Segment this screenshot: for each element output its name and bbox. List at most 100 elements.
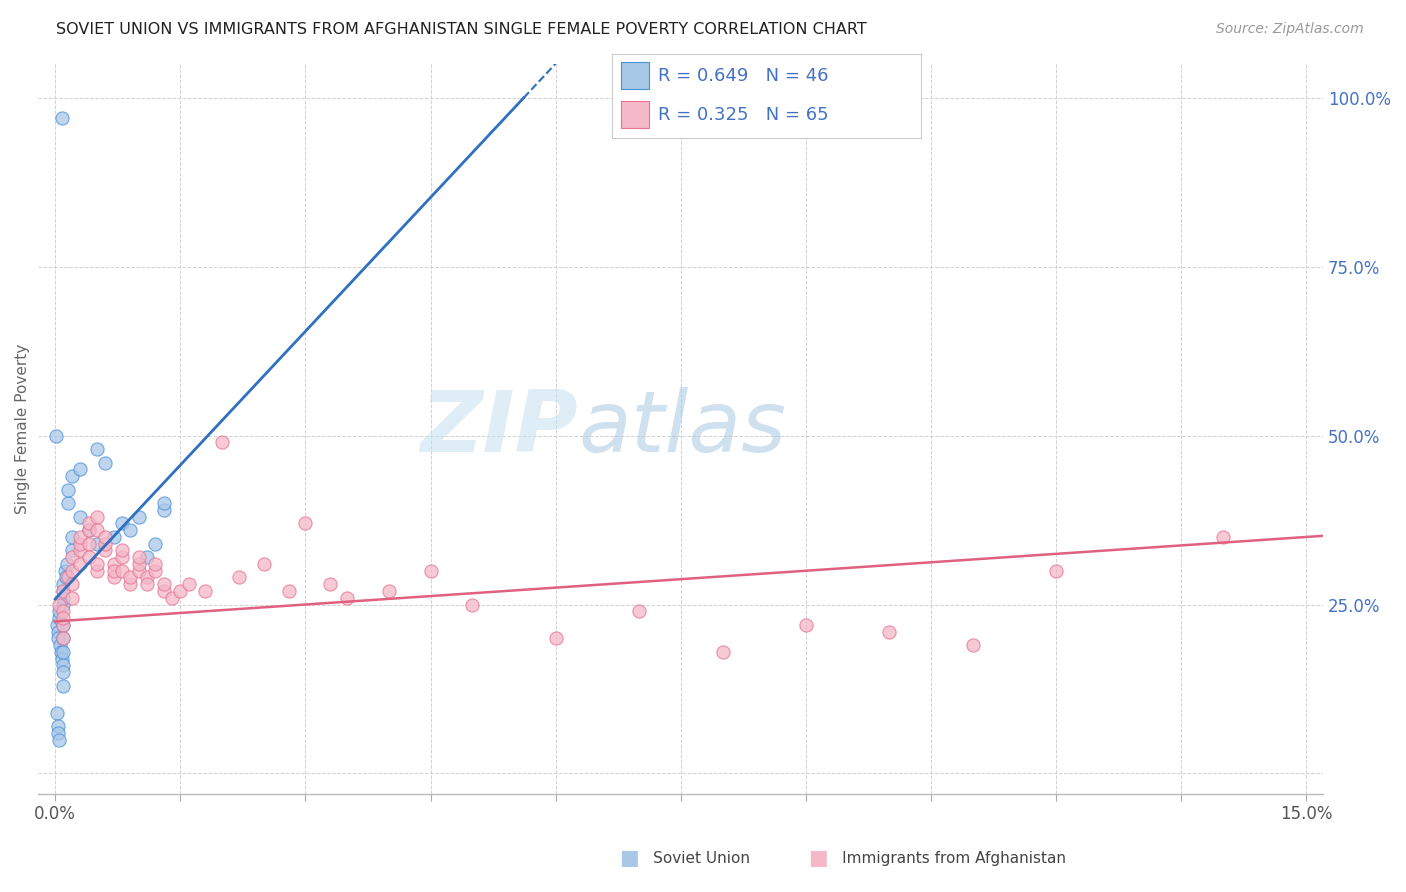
Text: atlas: atlas xyxy=(578,387,786,470)
Point xyxy=(120,577,142,591)
Point xyxy=(319,577,342,591)
Point xyxy=(56,570,79,584)
Point xyxy=(56,557,79,571)
Point xyxy=(52,665,75,679)
Point xyxy=(56,483,79,497)
Point xyxy=(55,570,77,584)
Point xyxy=(46,624,69,639)
Point xyxy=(60,543,83,558)
Point xyxy=(419,564,441,578)
Point xyxy=(60,577,83,591)
Point xyxy=(135,550,157,565)
Text: Soviet Union: Soviet Union xyxy=(619,851,749,865)
Point xyxy=(152,584,174,599)
Point xyxy=(152,496,174,510)
Point xyxy=(111,516,134,531)
Point xyxy=(48,604,70,618)
Point xyxy=(48,726,70,740)
Point xyxy=(711,645,734,659)
Point xyxy=(86,442,108,457)
Point xyxy=(152,503,174,517)
Point xyxy=(52,577,75,591)
Point xyxy=(1212,530,1234,544)
Point xyxy=(60,564,83,578)
Point xyxy=(52,598,75,612)
Point xyxy=(46,719,69,733)
Point xyxy=(77,516,100,531)
Point xyxy=(60,550,83,565)
Point xyxy=(111,543,134,558)
Point xyxy=(143,537,166,551)
Point xyxy=(52,611,75,625)
Bar xyxy=(621,62,648,89)
Point xyxy=(52,617,75,632)
Point xyxy=(277,584,299,599)
Point xyxy=(69,557,91,571)
Text: SOVIET UNION VS IMMIGRANTS FROM AFGHANISTAN SINGLE FEMALE POVERTY CORRELATION CH: SOVIET UNION VS IMMIGRANTS FROM AFGHANIS… xyxy=(56,22,868,37)
Point xyxy=(52,632,75,646)
Point xyxy=(52,584,75,599)
Point xyxy=(120,570,142,584)
Point xyxy=(77,550,100,565)
Point xyxy=(143,557,166,571)
Point xyxy=(48,598,70,612)
Point xyxy=(111,550,134,565)
Point xyxy=(169,584,191,599)
Point xyxy=(194,584,217,599)
Point xyxy=(49,645,72,659)
Y-axis label: Single Female Poverty: Single Female Poverty xyxy=(15,343,30,514)
Point xyxy=(86,564,108,578)
Point xyxy=(52,679,75,693)
Point xyxy=(253,557,276,571)
Point xyxy=(51,651,73,665)
Point xyxy=(128,557,150,571)
Point xyxy=(45,706,67,720)
Point xyxy=(962,638,984,652)
Point xyxy=(103,564,125,578)
Point xyxy=(103,557,125,571)
Point xyxy=(294,516,316,531)
Point xyxy=(69,543,91,558)
Point xyxy=(103,530,125,544)
Point xyxy=(1045,564,1067,578)
Bar xyxy=(621,101,648,128)
Point xyxy=(461,598,484,612)
Point xyxy=(77,523,100,537)
Point xyxy=(128,564,150,578)
Point xyxy=(52,591,75,605)
Point xyxy=(52,632,75,646)
Point xyxy=(128,509,150,524)
Point xyxy=(94,456,117,470)
Point xyxy=(794,617,817,632)
Point xyxy=(111,564,134,578)
Point xyxy=(77,537,100,551)
Text: Source: ZipAtlas.com: Source: ZipAtlas.com xyxy=(1216,22,1364,37)
Point xyxy=(94,543,117,558)
Text: Immigrants from Afghanistan: Immigrants from Afghanistan xyxy=(808,851,1066,865)
Point xyxy=(86,509,108,524)
Point xyxy=(77,523,100,537)
Text: ZIP: ZIP xyxy=(420,387,578,470)
Point xyxy=(49,638,72,652)
Point xyxy=(69,537,91,551)
Point xyxy=(103,570,125,584)
Point xyxy=(52,604,75,618)
Point xyxy=(544,632,567,646)
Point xyxy=(86,537,108,551)
Point xyxy=(53,564,76,578)
Point xyxy=(143,564,166,578)
Point xyxy=(52,584,75,599)
Point xyxy=(52,645,75,659)
Point xyxy=(52,658,75,673)
Point xyxy=(56,496,79,510)
Point xyxy=(94,537,117,551)
Point xyxy=(48,611,70,625)
Point xyxy=(48,732,70,747)
Point xyxy=(628,604,651,618)
Point xyxy=(228,570,250,584)
Point xyxy=(135,570,157,584)
Point xyxy=(45,617,67,632)
Point xyxy=(60,530,83,544)
Point xyxy=(120,523,142,537)
Point xyxy=(86,557,108,571)
